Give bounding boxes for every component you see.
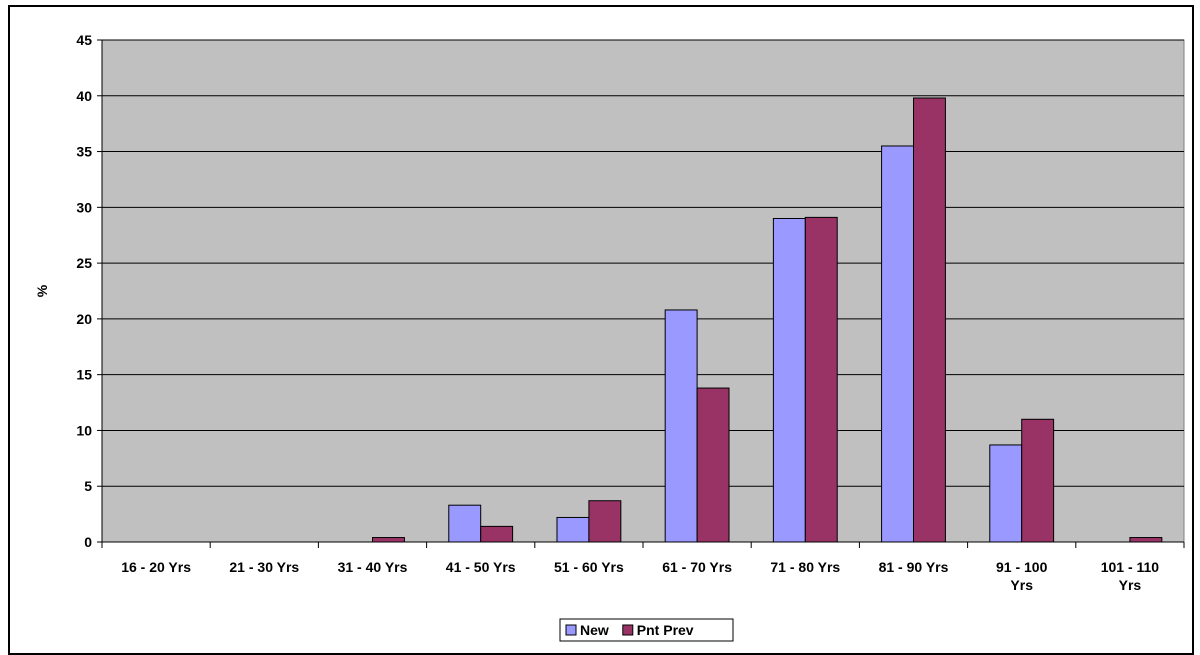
x-tick-label: 31 - 40 Yrs — [338, 559, 408, 575]
bar-pnt-prev — [913, 97, 946, 543]
bar-new — [989, 444, 1023, 543]
y-tick-label: 35 — [76, 144, 92, 160]
bar-new — [556, 516, 590, 543]
y-tick-label: 20 — [76, 311, 92, 327]
x-tick-label: 81 - 90 Yrs — [879, 559, 949, 575]
x-tick-label: 41 - 50 Yrs — [446, 559, 516, 575]
x-tick-label: 61 - 70 Yrs — [662, 559, 732, 575]
y-axis-label: % — [34, 284, 50, 297]
bar-pnt-prev — [1129, 537, 1163, 543]
x-tick-label: 51 - 60 Yrs — [554, 559, 624, 575]
legend-label-new: New — [580, 622, 609, 638]
y-tick-label: 45 — [76, 32, 92, 48]
x-tick-label: 71 - 80 Yrs — [770, 559, 840, 575]
y-tick-label: 5 — [84, 478, 92, 494]
x-tick-label: 101 - 110 — [1101, 559, 1160, 575]
y-tick-label: 10 — [76, 422, 92, 438]
x-tick-label: 16 - 20 Yrs — [121, 559, 191, 575]
x-tick-label: 21 - 30 Yrs — [229, 559, 299, 575]
legend-swatch-new — [565, 624, 577, 636]
y-tick-label: 0 — [84, 534, 92, 550]
bar-pnt-prev — [372, 537, 405, 543]
bar-new — [664, 309, 698, 543]
x-tick-label: Yrs — [1010, 577, 1033, 593]
bar-new — [772, 217, 806, 543]
bar-pnt-prev — [696, 387, 730, 543]
bar-pnt-prev — [588, 500, 622, 543]
bar-pnt-prev — [1021, 418, 1055, 543]
x-tick-label: 91 - 100 — [996, 559, 1048, 575]
bar-new — [448, 504, 482, 543]
bar-pnt-prev — [480, 525, 514, 543]
y-tick-label: 40 — [76, 88, 92, 104]
legend: New Pnt Prev — [559, 618, 734, 642]
y-tick-label: 30 — [76, 199, 92, 215]
bar-pnt-prev — [804, 216, 838, 543]
bar-new — [881, 145, 914, 543]
y-tick-label: 25 — [76, 255, 92, 271]
x-tick-label: Yrs — [1119, 577, 1142, 593]
legend-swatch-pnt-prev — [622, 624, 634, 636]
legend-label-pnt-prev: Pnt Prev — [637, 622, 694, 638]
legend-box — [559, 618, 734, 642]
y-tick-label: 15 — [76, 367, 92, 383]
